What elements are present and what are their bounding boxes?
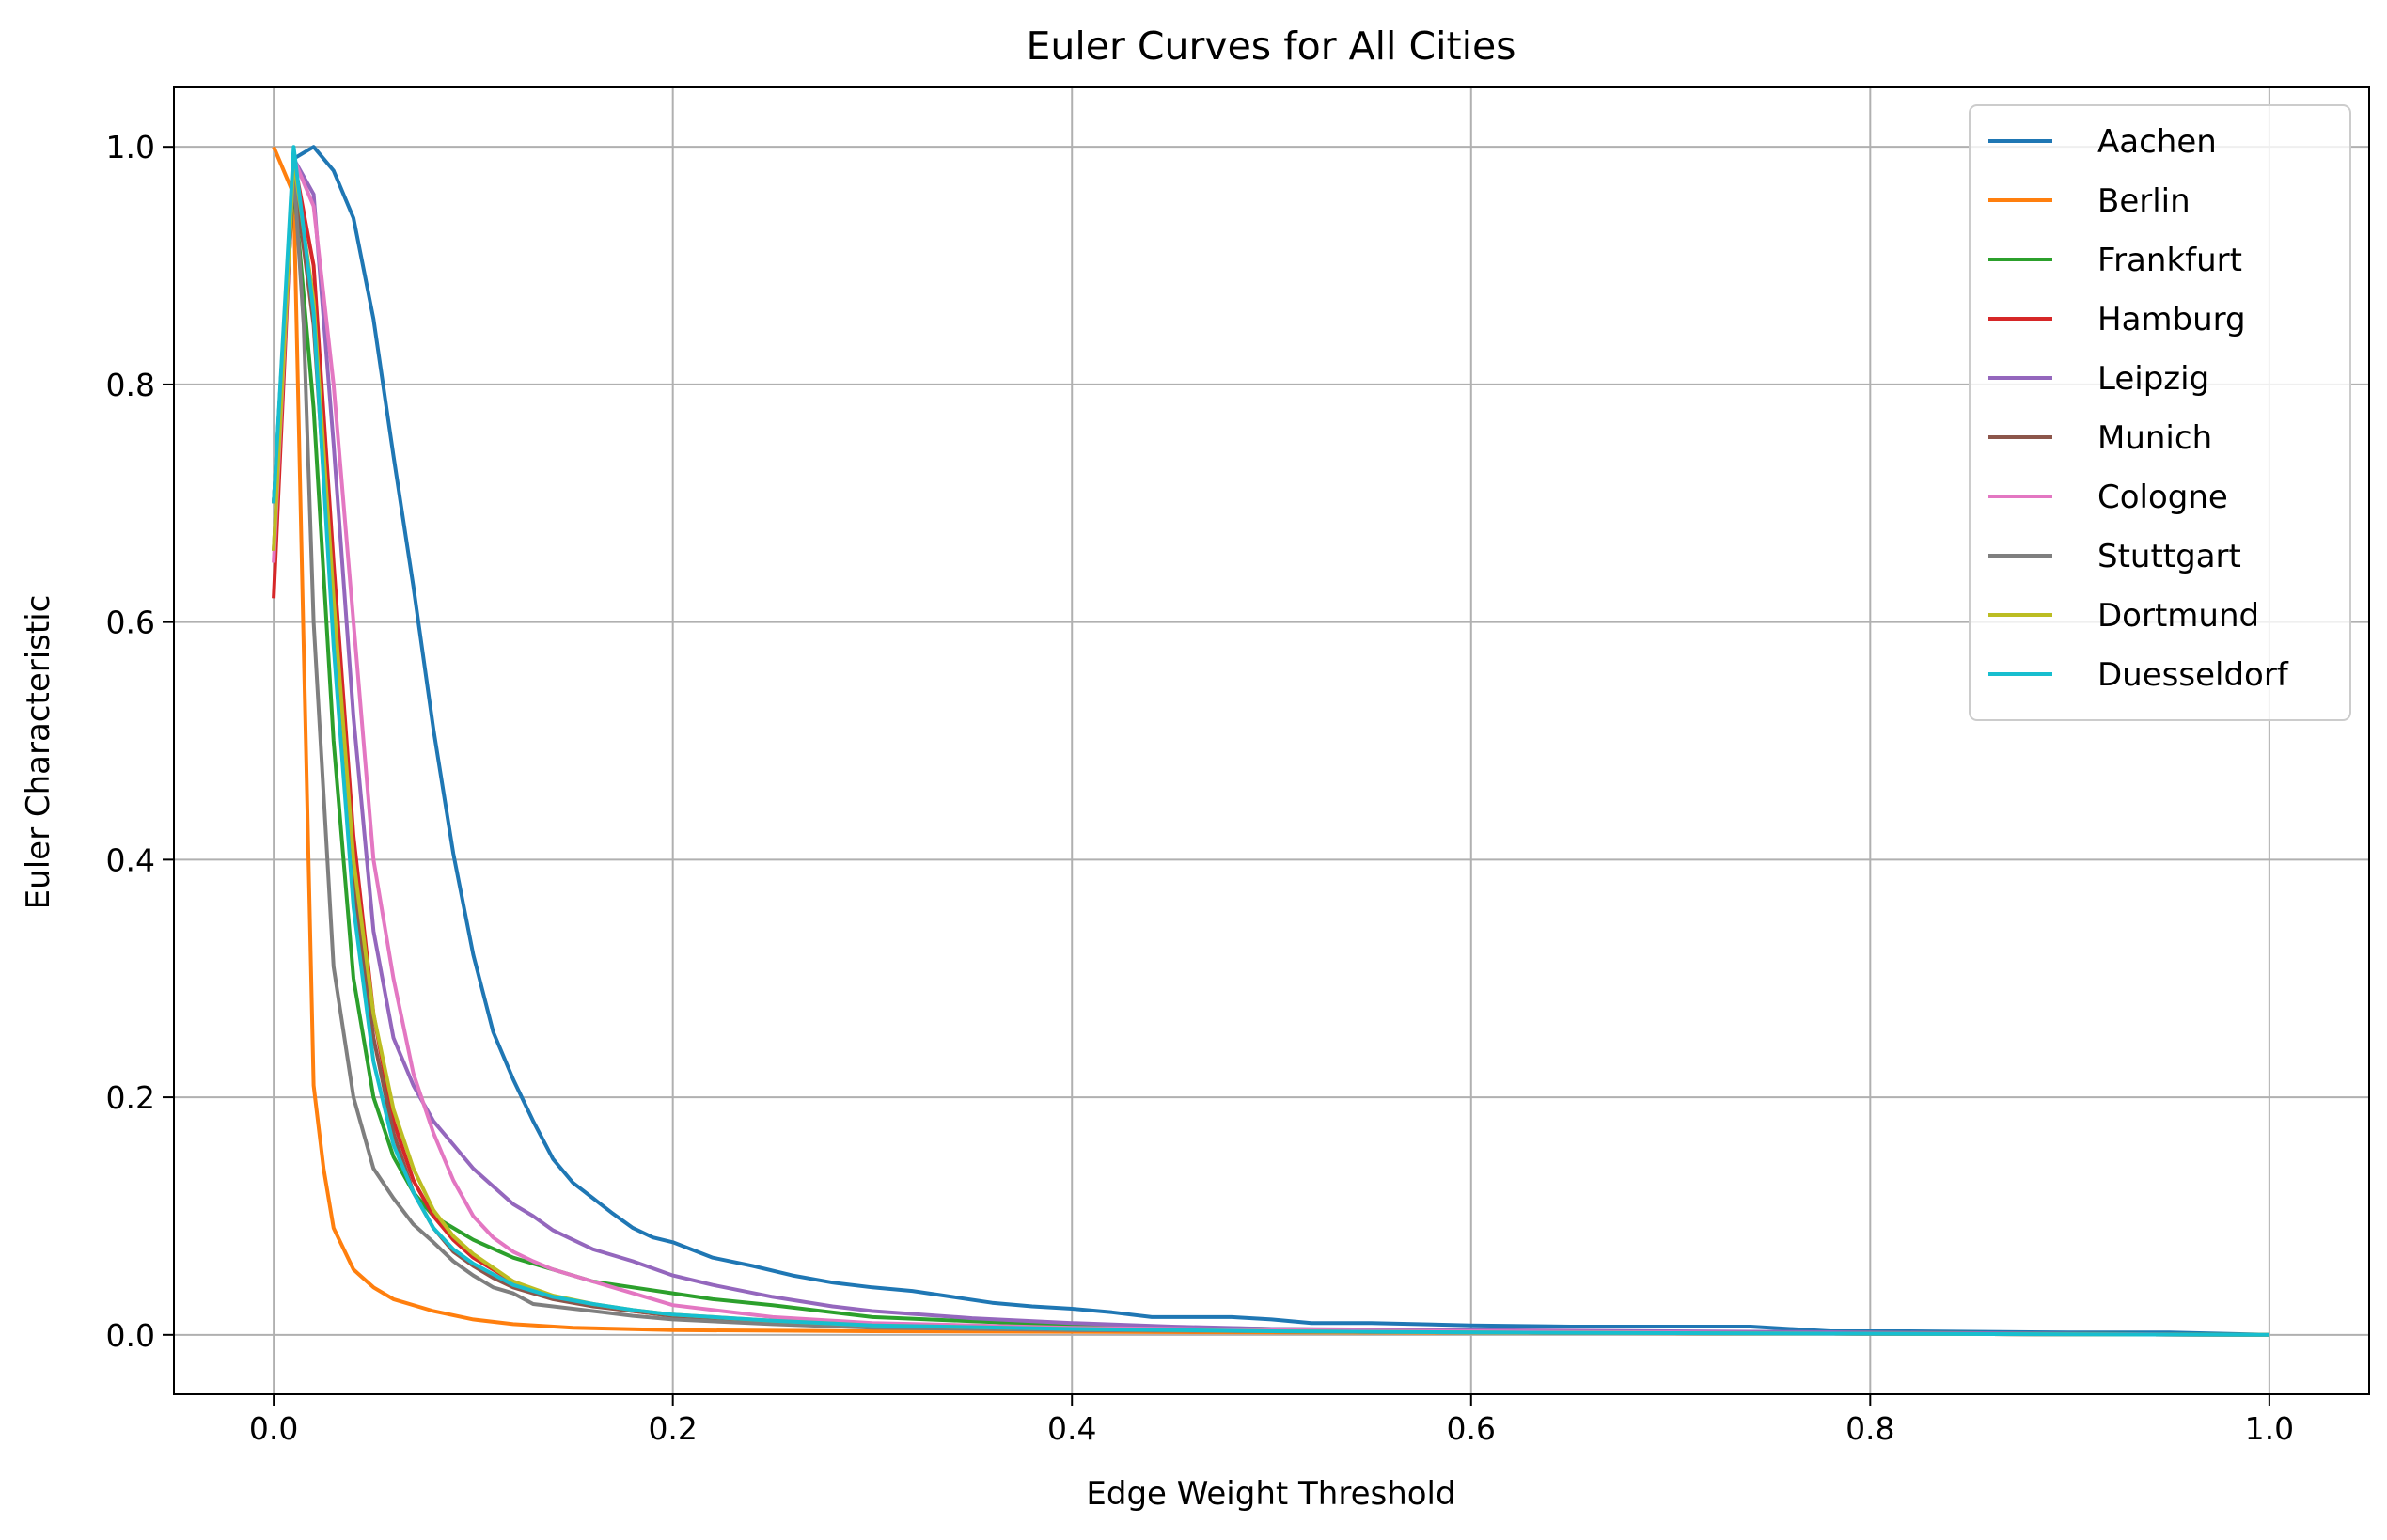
legend-label-berlin: Berlin [2097,182,2191,220]
legend-label-aachen: Aachen [2097,123,2217,161]
legend-label-duesseldorf: Duesseldorf [2097,656,2289,694]
legend-label-dortmund: Dortmund [2097,597,2259,635]
legend-label-cologne: Cologne [2097,479,2228,516]
series-lines [272,145,2269,1337]
legend-label-leipzig: Leipzig [2097,360,2209,398]
x-tick-label: 0.0 [249,1410,298,1447]
x-tick-label: 0.2 [648,1410,697,1447]
legend-box [1969,104,2351,721]
y-tick-label: 0.8 [106,367,155,403]
y-axis-ticks: 0.0 0.2 0.4 0.6 0.8 1.0 [106,129,174,1354]
y-tick-label: 0.0 [106,1317,155,1354]
y-axis-label: Euler Characteristic [20,595,57,910]
x-tick-label: 0.8 [1845,1410,1894,1447]
x-tick-label: 0.4 [1047,1410,1096,1447]
chart-title: Euler Curves for All Cities [1026,24,1515,69]
x-tick-label: 0.6 [1447,1410,1496,1447]
x-tick-label: 1.0 [2245,1410,2294,1447]
legend-label-stuttgart: Stuttgart [2097,538,2241,575]
legend: Aachen Berlin Frankfurt Hamburg Leipzig Munic… [1969,104,2351,721]
y-tick-label: 0.2 [106,1079,155,1116]
legend-label-frankfurt: Frankfurt [2097,242,2242,279]
y-tick-label: 0.6 [106,605,155,641]
y-tick-label: 1.0 [106,129,155,165]
legend-label-munich: Munich [2097,419,2212,457]
x-axis-ticks: 0.0 0.2 0.4 0.6 0.8 1.0 [249,1394,2294,1447]
plot-frame [173,86,2370,1395]
series-line-aachen [272,145,2269,1337]
y-tick-label: 0.4 [106,841,155,878]
series-line-berlin [272,146,2269,1337]
legend-label-hamburg: Hamburg [2097,301,2246,338]
x-axis-label: Edge Weight Threshold [1086,1475,1455,1513]
series-line-duesseldorf [272,145,2269,1337]
